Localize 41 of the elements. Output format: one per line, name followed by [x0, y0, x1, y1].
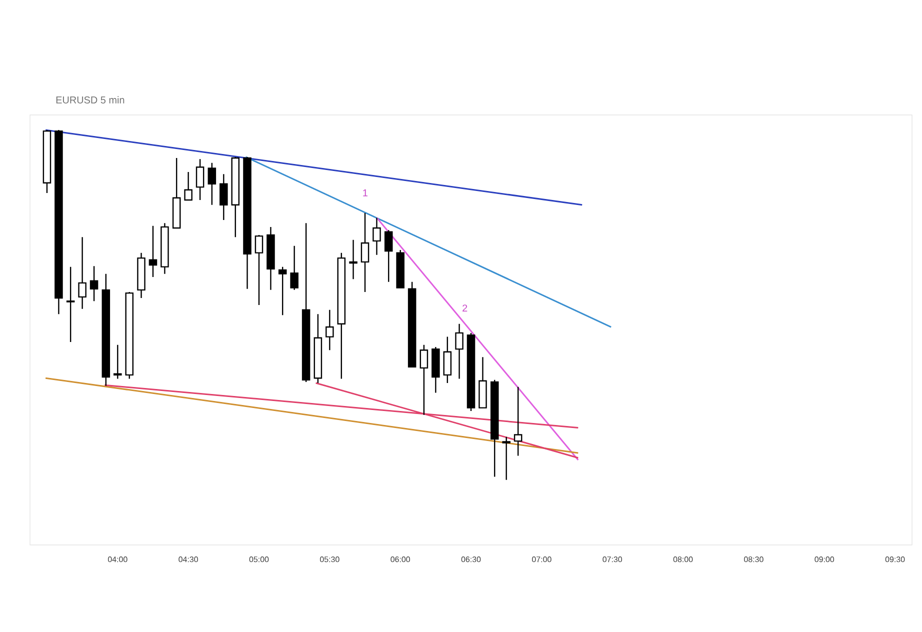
candlestick [466, 332, 476, 412]
chart-title: EURUSD 5 min [56, 96, 124, 104]
candlestick [160, 222, 169, 274]
candlestick [372, 217, 381, 256]
candlestick [384, 229, 393, 282]
candlestick [184, 171, 192, 201]
candlestick [102, 273, 110, 386]
candlestick [455, 323, 464, 380]
candlestick [137, 252, 146, 299]
candlestick [243, 156, 252, 290]
candlestick [502, 436, 510, 481]
annotation: 1 [363, 189, 368, 196]
candlestick [172, 157, 181, 229]
candlestick [125, 291, 134, 380]
annotation: 2 [462, 304, 468, 312]
candlestick [514, 386, 522, 456]
candlestick [326, 309, 334, 351]
candlestick [266, 226, 275, 291]
candlestick [208, 162, 216, 206]
candlestick [254, 234, 264, 306]
candlestick [314, 313, 322, 384]
candlestick [90, 266, 98, 302]
candlestick [290, 245, 298, 291]
candlestick [302, 222, 310, 383]
candlestick [478, 356, 487, 408]
candlestick [231, 156, 240, 238]
candlestick [349, 239, 358, 280]
candlestick [78, 236, 86, 310]
candlestick [408, 281, 416, 368]
candlestick [420, 344, 428, 416]
candlestick [148, 225, 158, 278]
candlestick [196, 158, 204, 201]
candlestick [360, 212, 370, 293]
candlestick [432, 346, 440, 394]
candlestick [54, 129, 63, 315]
candlestick [443, 336, 452, 384]
candlestick [490, 379, 499, 478]
candlestick [396, 249, 404, 288]
candlestick [220, 174, 228, 221]
candlestick [337, 252, 346, 380]
candlestick [42, 129, 52, 194]
